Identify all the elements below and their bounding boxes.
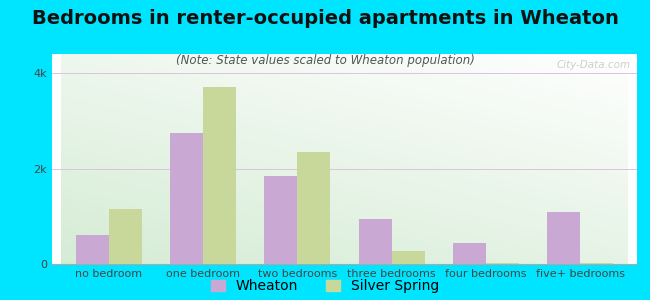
Bar [75,236,109,264]
Text: (Note: State values scaled to Wheaton population): (Note: State values scaled to Wheaton po… [176,54,474,67]
Bar [580,263,614,264]
Bar [486,262,519,264]
Legend: Wheaton, Silver Spring: Wheaton, Silver Spring [211,279,439,293]
Bar [547,212,580,264]
Bar [453,242,486,264]
Text: Bedrooms in renter-occupied apartments in Wheaton: Bedrooms in renter-occupied apartments i… [32,9,618,28]
Bar [203,87,236,264]
Bar [170,133,203,264]
Bar [392,250,424,264]
Bar [265,176,297,264]
Bar [297,152,330,264]
Text: City-Data.com: City-Data.com [557,60,631,70]
Bar [109,209,142,264]
Bar [359,219,392,264]
